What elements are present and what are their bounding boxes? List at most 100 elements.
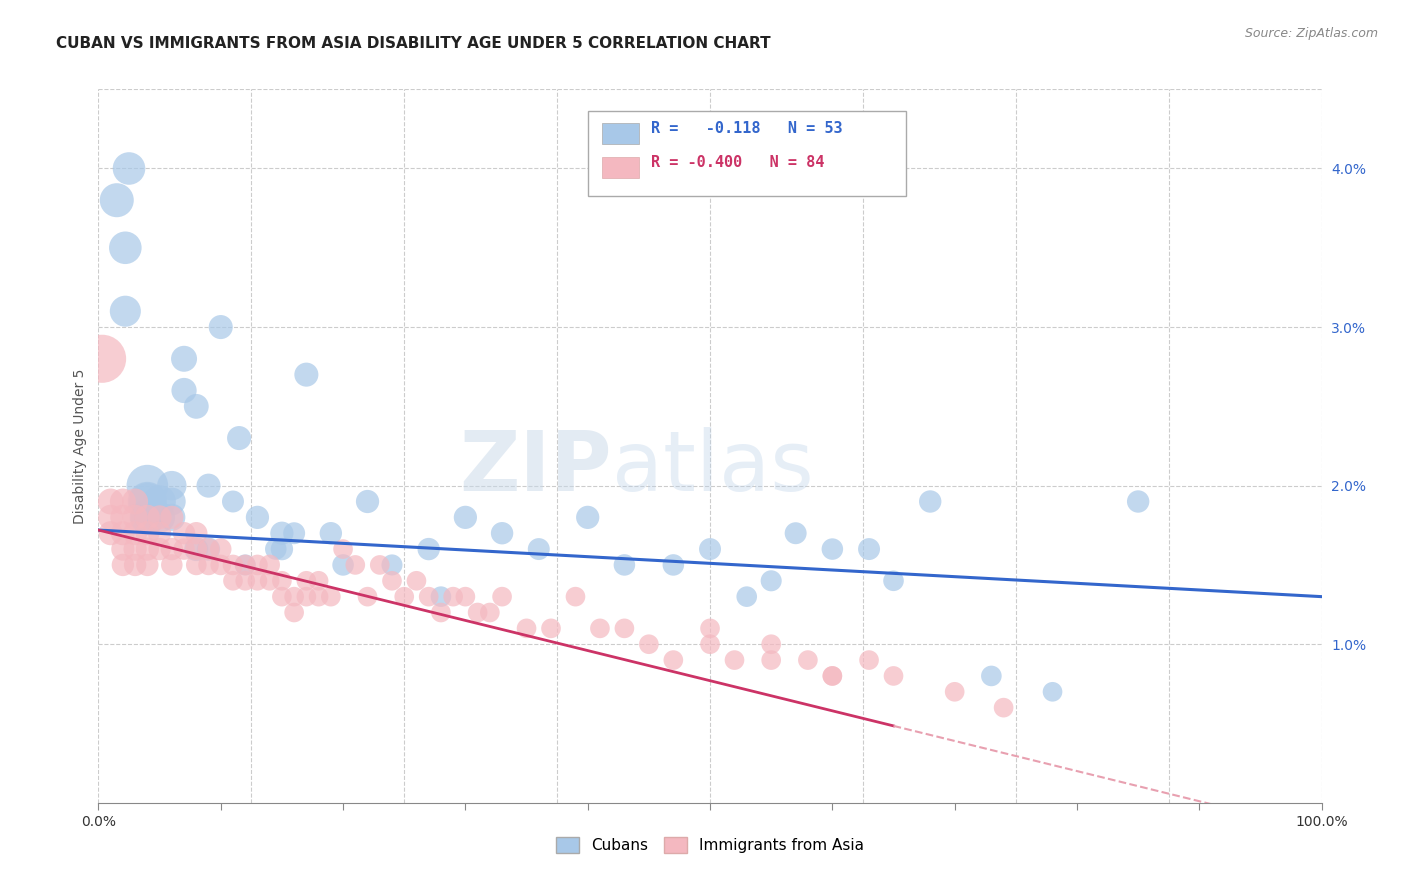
Point — [344, 558, 367, 572]
Point — [761, 574, 783, 588]
Point — [430, 590, 453, 604]
Point — [246, 574, 269, 588]
Point — [197, 558, 219, 572]
Point — [111, 494, 134, 508]
Point — [1042, 685, 1064, 699]
Point — [491, 526, 513, 541]
Point — [160, 510, 183, 524]
FancyBboxPatch shape — [602, 123, 640, 145]
Point — [197, 542, 219, 557]
Point — [699, 637, 721, 651]
Point — [319, 590, 342, 604]
Point — [136, 558, 159, 572]
Point — [197, 542, 219, 557]
Point — [136, 526, 159, 541]
Point — [160, 558, 183, 572]
Point — [761, 653, 783, 667]
Point — [821, 669, 844, 683]
Point — [160, 510, 183, 524]
Point — [308, 574, 330, 588]
Point — [270, 574, 294, 588]
Point — [356, 590, 378, 604]
Point — [228, 431, 250, 445]
Point — [160, 478, 183, 492]
Point — [149, 510, 172, 524]
Point — [283, 606, 305, 620]
Point — [368, 558, 391, 572]
Point — [735, 590, 758, 604]
Point — [637, 637, 661, 651]
Point — [209, 542, 232, 557]
Point — [785, 526, 807, 541]
Point — [576, 510, 599, 524]
Text: atlas: atlas — [612, 427, 814, 508]
Point — [405, 574, 427, 588]
Point — [270, 542, 294, 557]
Point — [418, 590, 440, 604]
Point — [136, 494, 159, 508]
Point — [332, 558, 354, 572]
Point — [454, 590, 477, 604]
Point — [491, 590, 513, 604]
Point — [259, 574, 281, 588]
Point — [100, 510, 122, 524]
Point — [858, 653, 880, 667]
Point — [186, 542, 208, 557]
Point — [149, 542, 172, 557]
Point — [118, 161, 141, 176]
Point — [797, 653, 820, 667]
Point — [589, 621, 612, 635]
Point — [943, 685, 966, 699]
Point — [100, 494, 122, 508]
Legend: Cubans, Immigrants from Asia: Cubans, Immigrants from Asia — [550, 831, 870, 859]
Point — [124, 510, 146, 524]
Point — [454, 510, 477, 524]
Point — [124, 558, 146, 572]
Point — [418, 542, 440, 557]
Point — [173, 542, 195, 557]
Point — [441, 590, 464, 604]
Point — [209, 320, 232, 334]
Point — [283, 590, 305, 604]
Point — [295, 574, 318, 588]
Point — [381, 558, 404, 572]
FancyBboxPatch shape — [602, 157, 640, 178]
Text: CUBAN VS IMMIGRANTS FROM ASIA DISABILITY AGE UNDER 5 CORRELATION CHART: CUBAN VS IMMIGRANTS FROM ASIA DISABILITY… — [56, 36, 770, 51]
Point — [111, 542, 134, 557]
Point — [540, 621, 562, 635]
Point — [111, 510, 134, 524]
Point — [222, 494, 245, 508]
Point — [613, 558, 636, 572]
Point — [222, 558, 245, 572]
Point — [1128, 494, 1150, 508]
Text: ZIP: ZIP — [460, 427, 612, 508]
Point — [136, 510, 159, 524]
Point — [149, 510, 172, 524]
Point — [392, 590, 416, 604]
Point — [883, 669, 905, 683]
Point — [160, 494, 183, 508]
Point — [295, 368, 318, 382]
Point — [821, 669, 844, 683]
Point — [920, 494, 942, 508]
Point — [319, 526, 342, 541]
Point — [173, 526, 195, 541]
Point — [136, 494, 159, 508]
Point — [381, 574, 404, 588]
Point — [527, 542, 550, 557]
Point — [564, 590, 586, 604]
Point — [124, 526, 146, 541]
Point — [197, 478, 219, 492]
Point — [283, 526, 305, 541]
Point — [467, 606, 489, 620]
Point — [515, 621, 537, 635]
Point — [124, 542, 146, 557]
Text: R =   -0.118   N = 53: R = -0.118 N = 53 — [651, 121, 844, 136]
FancyBboxPatch shape — [588, 111, 905, 196]
Point — [270, 590, 294, 604]
Point — [91, 351, 114, 366]
Point — [356, 494, 378, 508]
Point — [105, 193, 128, 207]
Point — [883, 574, 905, 588]
Point — [613, 621, 636, 635]
